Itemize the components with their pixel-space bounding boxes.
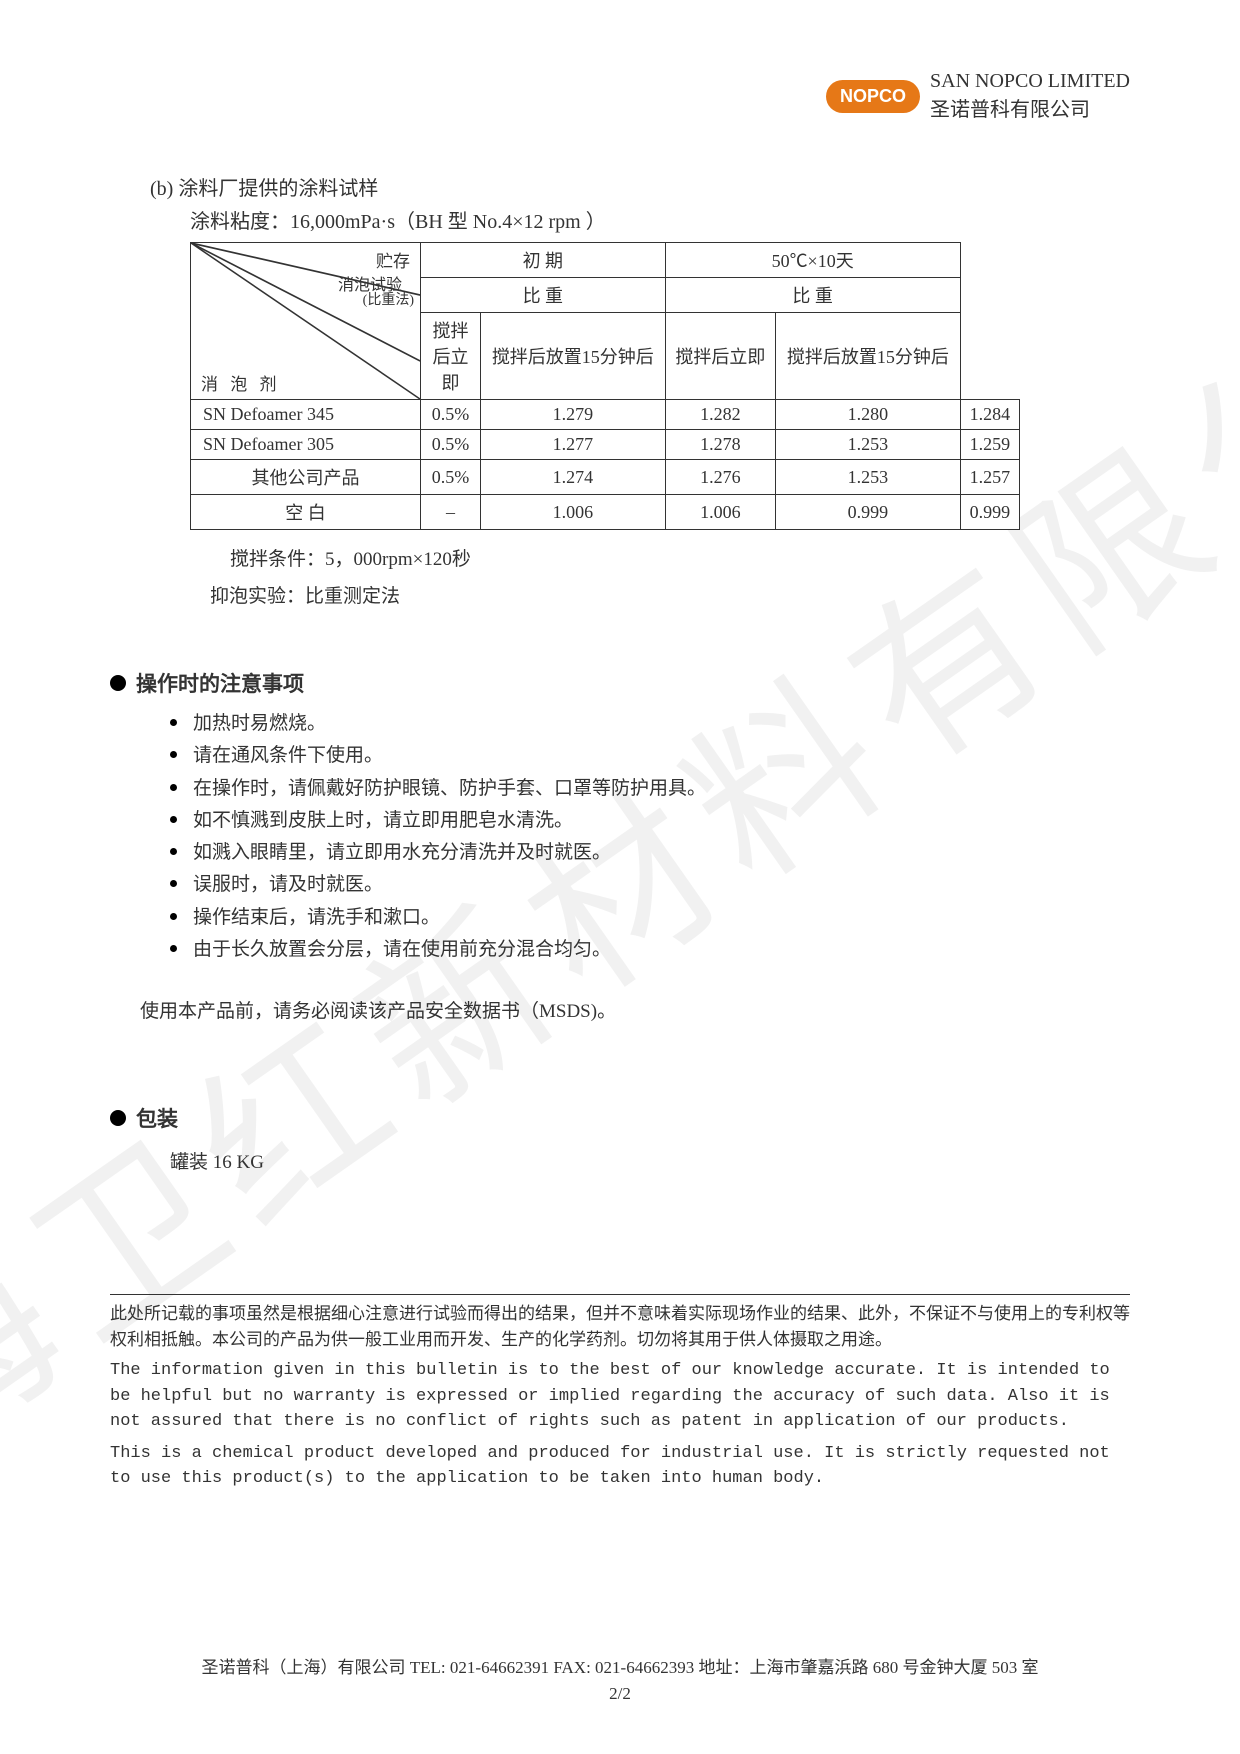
precaution-text: 加热时易燃烧。 <box>193 708 326 740</box>
cell-amount: 0.5% <box>421 400 481 430</box>
precaution-item: 操作结束后，请洗手和漱口。 <box>170 902 1130 934</box>
disclaimer-cn: 此处所记载的事项虽然是根据细心注意进行试验而得出的结果，但并不意味着实际现场作业… <box>110 1301 1130 1352</box>
footer-address: 圣诺普科（上海）有限公司 TEL: 021-64662391 FAX: 021-… <box>0 1653 1240 1678</box>
precaution-text: 由于长久放置会分层，请在使用前充分混合均匀。 <box>193 934 611 966</box>
precaution-item: 如不慎溅到皮肤上时，请立即用肥皂水清洗。 <box>170 805 1130 837</box>
table-row: SN Defoamer 3450.5%1.2791.2821.2801.284 <box>191 400 1020 430</box>
diagonal-header: 贮存 消泡试验 (比重法) 消 泡 剂 <box>191 243 421 400</box>
cell-val: 1.280 <box>776 400 961 430</box>
disclaimer-separator <box>110 1294 1130 1295</box>
cell-val: 1.259 <box>960 430 1019 460</box>
company-name-cn: 圣诺普科有限公司 <box>930 93 1130 122</box>
bullet-icon <box>170 719 177 726</box>
col-after15-2: 搅拌后放置15分钟后 <box>776 313 961 400</box>
footer: 圣诺普科（上海）有限公司 TEL: 021-64662391 FAX: 021-… <box>0 1653 1240 1704</box>
col-immediate-1: 搅拌后立即 <box>421 313 481 400</box>
col-immediate-2: 搅拌后立即 <box>665 313 775 400</box>
precautions-list: 加热时易燃烧。请在通风条件下使用。在操作时，请佩戴好防护眼镜、防护手套、口罩等防… <box>170 708 1130 966</box>
precaution-item: 由于长久放置会分层，请在使用前充分混合均匀。 <box>170 934 1130 966</box>
cell-val: 1.257 <box>960 460 1019 495</box>
precaution-item: 在操作时，请佩戴好防护眼镜、防护手套、口罩等防护用具。 <box>170 773 1130 805</box>
precautions-heading: 操作时的注意事项 <box>110 668 1130 698</box>
bullet-icon <box>170 880 177 887</box>
cell-amount: – <box>421 495 481 530</box>
page-content: NOPCO SAN NOPCO LIMITED 圣诺普科有限公司 (b) 涂料厂… <box>0 0 1240 1542</box>
col-after15-1: 搅拌后放置15分钟后 <box>481 313 666 400</box>
cell-val: 0.999 <box>960 495 1019 530</box>
bullet-icon <box>170 751 177 758</box>
cell-val: 1.006 <box>665 495 775 530</box>
bullet-icon <box>110 1110 126 1126</box>
cell-name: SN Defoamer 345 <box>191 400 421 430</box>
diag-method: (比重法) <box>363 289 414 309</box>
col-ratio-1: 比 重 <box>421 278 666 313</box>
precaution-text: 如溅入眼睛里，请立即用水充分清洗并及时就医。 <box>193 837 611 869</box>
msds-note: 使用本产品前，请务必阅读该产品安全数据书（MSDS)。 <box>140 996 1130 1023</box>
table-row: SN Defoamer 3050.5%1.2771.2781.2531.259 <box>191 430 1020 460</box>
section-b: (b) 涂料厂提供的涂料试样 涂料粘度：16,000mPa·s（BH 型 No.… <box>150 172 1130 608</box>
packaging-content: 罐装 16 KG <box>170 1147 1130 1174</box>
company-names: SAN NOPCO LIMITED 圣诺普科有限公司 <box>930 70 1130 122</box>
precaution-item: 加热时易燃烧。 <box>170 708 1130 740</box>
bullet-icon <box>170 848 177 855</box>
header: NOPCO SAN NOPCO LIMITED 圣诺普科有限公司 <box>110 70 1130 122</box>
test-method: 抑泡实验：比重测定法 <box>210 581 1130 608</box>
cell-val: 1.253 <box>776 460 961 495</box>
cell-val: 1.278 <box>665 430 775 460</box>
table-row: 其他公司产品0.5%1.2741.2761.2531.257 <box>191 460 1020 495</box>
cell-name: SN Defoamer 305 <box>191 430 421 460</box>
precaution-text: 请在通风条件下使用。 <box>193 740 383 772</box>
cell-name: 空 白 <box>191 495 421 530</box>
packaging-heading: 包装 <box>110 1103 1130 1133</box>
col-condition: 50℃×10天 <box>665 243 960 278</box>
packaging-title: 包装 <box>136 1103 178 1133</box>
diag-store: 贮存 <box>376 247 410 272</box>
cell-val: 1.277 <box>481 430 666 460</box>
bullet-icon <box>170 816 177 823</box>
precaution-item: 请在通风条件下使用。 <box>170 740 1130 772</box>
cell-val: 1.284 <box>960 400 1019 430</box>
bullet-icon <box>170 945 177 952</box>
cell-val: 1.279 <box>481 400 666 430</box>
bullet-icon <box>170 913 177 920</box>
bullet-icon <box>110 675 126 691</box>
precaution-text: 误服时，请及时就医。 <box>193 869 383 901</box>
col-ratio-2: 比 重 <box>665 278 960 313</box>
precaution-text: 操作结束后，请洗手和漱口。 <box>193 902 440 934</box>
cell-val: 1.276 <box>665 460 775 495</box>
cell-val: 1.282 <box>665 400 775 430</box>
section-b-title: (b) 涂料厂提供的涂料试样 <box>150 172 1130 201</box>
cell-val: 0.999 <box>776 495 961 530</box>
page-number: 2/2 <box>0 1684 1240 1704</box>
cell-amount: 0.5% <box>421 460 481 495</box>
disclaimer-en1: The information given in this bulletin i… <box>110 1358 1130 1435</box>
cell-amount: 0.5% <box>421 430 481 460</box>
logo-badge: NOPCO <box>826 80 920 113</box>
cell-name: 其他公司产品 <box>191 460 421 495</box>
disclaimer-en2: This is a chemical product developed and… <box>110 1441 1130 1492</box>
cell-val: 1.006 <box>481 495 666 530</box>
stir-condition: 搅拌条件：5，000rpm×120秒 <box>230 544 1130 571</box>
precaution-item: 误服时，请及时就医。 <box>170 869 1130 901</box>
precautions-title: 操作时的注意事项 <box>136 668 304 698</box>
bullet-icon <box>170 784 177 791</box>
precaution-item: 如溅入眼睛里，请立即用水充分清洗并及时就医。 <box>170 837 1130 869</box>
cell-val: 1.253 <box>776 430 961 460</box>
section-b-subtitle: 涂料粘度：16,000mPa·s（BH 型 No.4×12 rpm ） <box>190 205 1130 234</box>
precaution-text: 如不慎溅到皮肤上时，请立即用肥皂水清洗。 <box>193 805 573 837</box>
cell-val: 1.274 <box>481 460 666 495</box>
data-table: 贮存 消泡试验 (比重法) 消 泡 剂 初 期 50℃×10天 比 重 比 重 … <box>190 242 1020 530</box>
diag-defoamer: 消 泡 剂 <box>201 370 281 395</box>
precaution-text: 在操作时，请佩戴好防护眼镜、防护手套、口罩等防护用具。 <box>193 773 706 805</box>
col-initial: 初 期 <box>421 243 666 278</box>
table-row: 空 白–1.0061.0060.9990.999 <box>191 495 1020 530</box>
company-name-en: SAN NOPCO LIMITED <box>930 70 1130 93</box>
